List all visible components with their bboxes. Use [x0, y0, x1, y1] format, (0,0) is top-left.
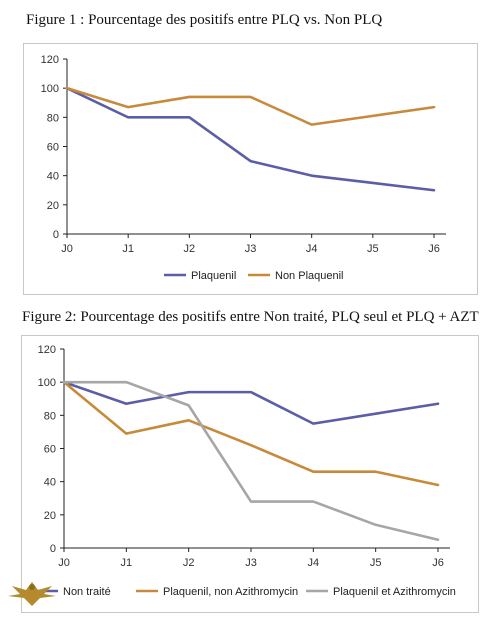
figure-1-title: Figure 1 : Pourcentage des positifs entr…: [26, 12, 383, 28]
chart-2-frame: 0 20 40 60 80 100 120 J0 J1 J2 J3 J4 J5 J6 Non traité P…: [21, 335, 479, 613]
chart-1-y-tick-label: 60: [47, 142, 59, 154]
chart-1-y-tick-label: 40: [47, 171, 59, 183]
chart-2-x-tick-label: J4: [308, 557, 320, 569]
chart-2-x-tick-label: J0: [58, 557, 70, 569]
chart-1-x-tick-label: J2: [184, 243, 196, 255]
chart-1-x-tick-label: J4: [306, 243, 318, 255]
chart-1-y-tick-label: 80: [47, 112, 59, 124]
chart-1-frame: 0 20 40 60 80 100 120 J0 J1 J2 J3 J4 J5 J6 Plaquenil No…: [23, 43, 478, 295]
chart-1-y-tick-label: 0: [53, 229, 59, 241]
chart-1-legend-label: Non Plaquenil: [275, 270, 344, 282]
watermark-logo: [2, 576, 62, 620]
chart-2-legend-label: Plaquenil, non Azithromycin: [163, 586, 298, 598]
chart-1-x-tick-label: J5: [367, 243, 379, 255]
chart-2-x-tick-label: J1: [121, 557, 133, 569]
chart-1-series-line-1: [65, 86, 436, 192]
chart-2-series-line-3: [62, 380, 440, 542]
chart-1-series-line-2: [65, 86, 436, 126]
chart-1-legend-label: Plaquenil: [191, 270, 236, 282]
chart-2-x-tick-label: J2: [183, 557, 195, 569]
chart-1-y-tick-label: 120: [41, 54, 59, 66]
chart-2-y-tick-label: 60: [44, 444, 56, 456]
chart-1-x-tick-label: J0: [61, 243, 73, 255]
chart-2: 0 20 40 60 80 100 120 J0 J1 J2 J3 J4 J5 J6 Non traité P…: [36, 344, 456, 598]
chart-2-y-tick-label: 0: [50, 543, 56, 555]
chart-2-y-tick-label: 120: [38, 344, 56, 356]
chart-2-series-line-2: [62, 380, 440, 487]
figure-2-title: Figure 2: Pourcentage des positifs entre…: [22, 309, 479, 325]
chart-2-legend-label: Plaquenil et Azithromycin: [333, 586, 456, 598]
eagle-logo-icon: [8, 582, 56, 606]
chart-2-x-tick-label: J6: [432, 557, 444, 569]
chart-1-y-tick-label: 20: [47, 200, 59, 212]
chart-2-legend-label: Non traité: [63, 586, 111, 598]
chart-1: 0 20 40 60 80 100 120 J0 J1 J2 J3 J4 J5 J6 Plaquenil No…: [41, 54, 446, 282]
chart-2-x-tick-label: J5: [370, 557, 382, 569]
chart-1-x-tick-label: J6: [428, 243, 440, 255]
chart-1-y-tick-label: 100: [41, 83, 59, 95]
chart-2-y-tick-label: 20: [44, 510, 56, 522]
chart-2-y-tick-label: 80: [44, 410, 56, 422]
chart-1-x-tick-label: J3: [245, 243, 257, 255]
chart-2-y-tick-label: 100: [38, 377, 56, 389]
chart-2-y-tick-label: 40: [44, 477, 56, 489]
chart-1-x-tick-label: J1: [122, 243, 134, 255]
chart-2-x-tick-label: J3: [245, 557, 257, 569]
chart-2-series-line-1: [62, 380, 440, 425]
